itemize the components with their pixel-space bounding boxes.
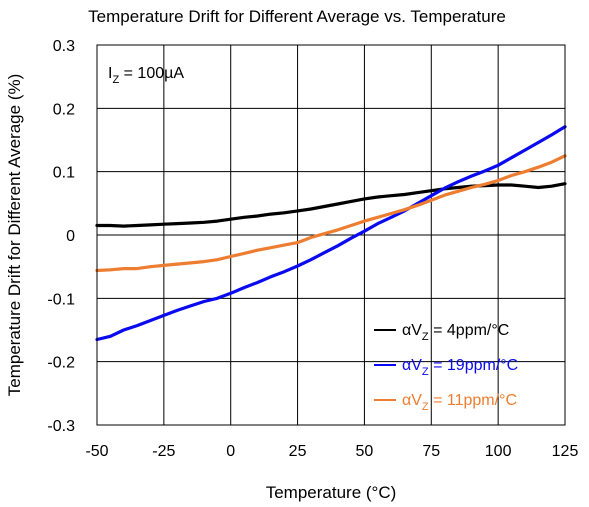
legend-label-prefix: αV [402, 322, 422, 339]
x-tick-label: 50 [356, 443, 374, 460]
annotation-prefix: I [108, 65, 112, 82]
series-line-2 [95, 125, 567, 342]
y-tick-labels: 0.3 0.2 0.1 0 -0.1 -0.2 -0.3 [47, 38, 75, 435]
y-tick-label: -0.2 [47, 355, 75, 372]
legend-label-subscript: Z [422, 401, 429, 413]
annotation-subscript: Z [112, 74, 119, 86]
legend-label-3: αVZ = 11ppm/°C [402, 392, 517, 413]
plot-frame [96, 44, 566, 426]
y-tick-label: -0.1 [47, 291, 75, 308]
x-axis-label: Temperature (°C) [266, 483, 397, 502]
y-tick-label: 0.3 [53, 38, 75, 55]
y-axis-label: Temperature Drift for Different Average … [5, 74, 24, 397]
y-tick-label: 0.1 [53, 165, 75, 182]
legend-label-suffix: = 19ppm/°C [429, 357, 519, 374]
x-tick-label: 0 [226, 443, 235, 460]
legend-label-1: αVZ = 4ppm/°C [402, 322, 509, 343]
annotation-suffix: = 100µA [119, 65, 184, 82]
x-tick-label: 100 [485, 443, 512, 460]
y-tick-label: 0.2 [53, 101, 75, 118]
x-tick-labels: -50 -25 0 25 50 75 100 125 [85, 443, 578, 460]
legend-label-subscript: Z [422, 331, 429, 343]
legend-label-subscript: Z [422, 366, 429, 378]
legend-label-suffix: = 11ppm/°C [429, 392, 517, 409]
legend-label-2: αVZ = 19ppm/°C [402, 357, 518, 378]
series-line-3 [95, 154, 567, 273]
y-tick-label: -0.3 [47, 418, 75, 435]
x-tick-label: 25 [289, 443, 307, 460]
x-tick-label: -50 [85, 443, 108, 460]
legend-label-suffix: = 4ppm/°C [429, 322, 510, 339]
legend-label-prefix: αV [402, 357, 422, 374]
series-group [95, 125, 567, 342]
y-tick-label: 0 [66, 228, 75, 245]
x-tick-label: 75 [422, 443, 440, 460]
grid-lines [97, 45, 565, 425]
x-tick-label: 125 [552, 443, 579, 460]
legend-label-prefix: αV [402, 392, 422, 409]
current-annotation: IZ = 100µA [108, 65, 184, 86]
series-line-1 [95, 182, 567, 228]
chart-title: Temperature Drift for Different Average … [88, 7, 506, 26]
x-tick-label: -25 [152, 443, 175, 460]
